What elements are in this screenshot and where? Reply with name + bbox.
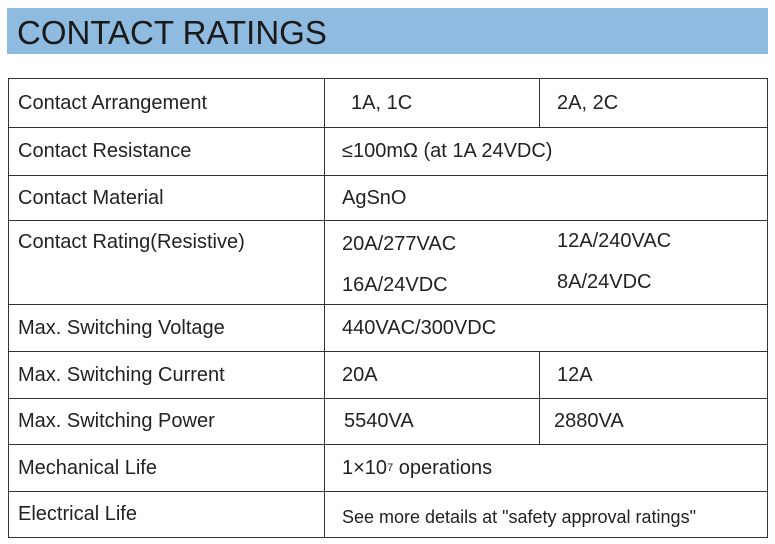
- cell-line: 12A/240VAC: [557, 230, 672, 252]
- row-label: Mechanical Life: [18, 456, 157, 479]
- row-label: Contact Rating(Resistive): [18, 231, 245, 253]
- cell: See more details at "safety approval rat…: [342, 506, 696, 527]
- cell: 20A/277VAC 16A/24VDC: [342, 221, 456, 316]
- cell: 12A: [557, 363, 593, 386]
- row: Contact Material AgSnO: [9, 175, 767, 220]
- base: 1×10: [342, 456, 388, 479]
- header-title: CONTACT RATINGS: [17, 14, 327, 51]
- cell-line: 8A/24VDC: [557, 271, 652, 293]
- exponent: 7: [387, 462, 394, 474]
- cell: 5540VA: [344, 410, 414, 432]
- row-label: Max. Switching Current: [18, 363, 225, 386]
- cell: 12A/240VAC 8A/24VDC: [557, 221, 671, 313]
- row-label: Max. Switching Voltage: [18, 316, 225, 339]
- cell-line: 16A/24VDC: [342, 274, 448, 296]
- cell: ≤100mΩ (at 1A 24VDC): [342, 140, 553, 162]
- cell: 20A: [342, 363, 378, 386]
- row: Electrical Life See more details at "saf…: [9, 491, 767, 537]
- cell: 440VAC/300VDC: [342, 316, 497, 339]
- cell: 2A, 2C: [557, 91, 619, 114]
- row-label: Max. Switching Power: [18, 410, 215, 432]
- ratings-table: Contact Arrangement 1A, 1C 2A, 2C Contac…: [8, 78, 768, 538]
- row-label: Contact Material: [18, 186, 164, 209]
- row: Contact Rating(Resistive) 20A/277VAC 16A…: [9, 220, 767, 304]
- row-label: Electrical Life: [18, 503, 137, 525]
- cell: 2880VA: [554, 410, 624, 432]
- row-label: Contact Arrangement: [18, 91, 207, 114]
- row: Max. Switching Voltage 440VAC/300VDC: [9, 304, 767, 351]
- row-label: Contact Resistance: [18, 140, 192, 162]
- cell: 1A, 1C: [351, 91, 413, 114]
- row: Mechanical Life 1×10 7 operations: [9, 444, 767, 491]
- header-bar: CONTACT RATINGS: [7, 8, 768, 54]
- row: Max. Switching Current 20A 12A: [9, 351, 767, 398]
- cell: AgSnO: [342, 186, 407, 209]
- unit: operations: [398, 456, 493, 479]
- row: Contact Resistance ≤100mΩ (at 1A 24VDC): [9, 127, 767, 175]
- cell: 1×10 7 operations: [342, 445, 492, 491]
- cell-line: 20A/277VAC: [342, 233, 457, 255]
- row: Max. Switching Power 5540VA 2880VA: [9, 398, 767, 444]
- row: Contact Arrangement 1A, 1C 2A, 2C: [9, 79, 767, 127]
